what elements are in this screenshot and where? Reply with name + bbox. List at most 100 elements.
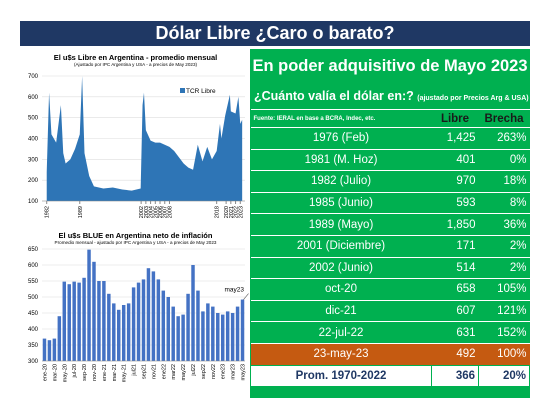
x-tick-label: 2004 <box>149 206 155 218</box>
table-cell: 263% <box>478 127 530 150</box>
bar <box>112 303 116 361</box>
bar <box>206 303 210 361</box>
table-row: 1982 (Julio) 970 18% <box>250 170 530 193</box>
bar <box>47 340 52 361</box>
bar <box>166 297 170 361</box>
bar <box>131 287 136 361</box>
bar <box>121 305 126 361</box>
table-row: dic-21 607 121% <box>250 299 530 322</box>
y-tick-label: 500 <box>28 295 39 301</box>
chart-title: El u$s BLUE en Argentina neto de inflaci… <box>59 231 213 240</box>
table-row: 2002 (Junio) 514 2% <box>250 256 530 279</box>
table-cell: 22-jul-22 <box>250 321 432 344</box>
bar <box>136 282 141 361</box>
bar <box>146 268 151 361</box>
table-cell: 100% <box>478 342 530 366</box>
bar <box>107 293 111 361</box>
table-cell: 1,425 <box>431 127 479 150</box>
x-tick-label: may-20 <box>62 364 68 382</box>
table-cell: 631 <box>431 321 479 344</box>
table-cell: 18% <box>478 170 530 193</box>
x-tick-label: 2021 <box>229 206 235 218</box>
bar <box>62 281 67 361</box>
bar <box>196 290 200 361</box>
table-title: En poder adquisitivo de Mayo 2023 <box>252 57 528 75</box>
chart-subtitle: (Ajustado por IPC Argentina y USA - a pr… <box>74 62 198 67</box>
table-panel: En poder adquisitivo de Mayo 2023 ¿Cuánt… <box>250 49 530 398</box>
table-cell: 8% <box>478 191 530 214</box>
y-tick-label: 700 <box>28 74 39 80</box>
bar <box>92 261 96 361</box>
chart-title: El u$s Libre en Argentina - promedio men… <box>54 53 218 62</box>
x-tick-label: jul22 <box>191 364 197 377</box>
bar <box>216 313 220 361</box>
table-cell: 105% <box>478 278 530 301</box>
y-tick-label: 400 <box>28 137 39 143</box>
y-tick-label: 200 <box>28 178 39 184</box>
x-tick-label: 1989 <box>78 206 84 218</box>
x-tick-label: nov-20 <box>92 364 98 381</box>
x-tick-label: sep22 <box>201 364 207 379</box>
table-row: 2001 (Diciembre) 171 2% <box>250 234 530 258</box>
x-tick-label: sep-20 <box>82 364 88 381</box>
x-tick-label: may23 <box>241 364 247 381</box>
x-tick-label: mar23 <box>231 364 237 380</box>
annotation-line <box>243 293 249 300</box>
bar <box>201 311 205 361</box>
bar <box>57 316 62 361</box>
y-tick-label: 600 <box>28 95 39 101</box>
table-row: 1981 (M. Hoz) 401 0% <box>250 148 530 171</box>
chart-subtitle: Promedio mensual - ajustado por IPC Arge… <box>55 240 217 245</box>
bar <box>52 338 57 361</box>
x-tick-label: sep21 <box>142 364 148 379</box>
page-title: Dólar Libre ¿Caro o barato? <box>20 21 530 46</box>
legend-label: TCR Libre <box>186 88 216 95</box>
table: Fuente: IERAL en base a BCRA, Indec, etc… <box>250 109 530 388</box>
bar <box>72 281 76 361</box>
table-cell: 2% <box>478 256 530 279</box>
table-row: oct-20 658 105% <box>250 278 530 301</box>
bar <box>230 313 235 361</box>
bar <box>87 249 91 361</box>
bar <box>211 306 215 361</box>
y-tick-label: 100 <box>28 199 39 205</box>
x-tick-label: may-21 <box>122 364 128 382</box>
table-cell: Brecha <box>478 109 530 128</box>
bar <box>171 306 175 361</box>
x-tick-label: ene22 <box>161 364 167 379</box>
bar <box>102 281 106 361</box>
table-cell: 1982 (Julio) <box>250 170 432 193</box>
annotation: may23 <box>225 287 245 294</box>
y-tick-label: 400 <box>28 327 39 333</box>
legend-swatch <box>180 88 185 93</box>
bar <box>240 299 245 361</box>
table-cell: 0% <box>478 148 530 171</box>
bar <box>117 309 121 361</box>
table-cell: oct-20 <box>250 278 432 301</box>
table-cell: 2001 (Diciembre) <box>250 234 432 258</box>
x-tick-label: 2018 <box>215 206 221 218</box>
charts: El u$s Libre en Argentina - promedio men… <box>28 53 249 382</box>
x-tick-label: 2003 <box>144 206 150 218</box>
x-tick-label: mar-21 <box>112 364 118 381</box>
bar <box>186 293 190 361</box>
x-tick-label: 2023 <box>238 206 244 218</box>
bar <box>191 265 195 361</box>
table-cell: Libre <box>431 109 479 128</box>
x-tick-label: 2002 <box>139 206 145 218</box>
table-cell: 1985 (Junio) <box>250 191 432 214</box>
x-tick-label: jul-20 <box>72 364 78 378</box>
y-tick-label: 600 <box>28 263 39 269</box>
x-tick-label: may22 <box>181 364 187 381</box>
x-tick-label: 2006 <box>158 206 164 218</box>
x-tick-label: nov21 <box>151 364 157 379</box>
table-row: 1976 (Feb) 1,425 263% <box>250 127 530 150</box>
table-cell: 2% <box>478 234 530 258</box>
table-row: 1985 (Junio) 593 8% <box>250 191 530 214</box>
table-row: 22-jul-22 631 152% <box>250 321 530 344</box>
bar <box>82 277 86 361</box>
x-tick-label: 2005 <box>153 206 159 218</box>
x-tick-label: 2020 <box>224 206 230 218</box>
bar <box>181 314 185 361</box>
bar <box>141 279 146 361</box>
